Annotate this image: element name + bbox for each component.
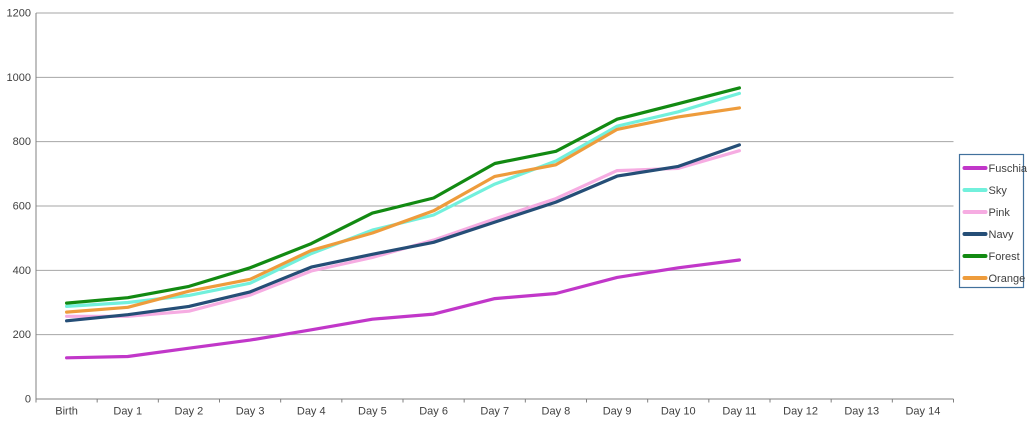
x-axis-label: Day 10 <box>661 406 696 418</box>
y-axis-label: 1200 <box>7 8 31 20</box>
y-axis-label: 800 <box>13 136 31 148</box>
y-axis-label: 0 <box>25 394 31 406</box>
x-axis-label: Day 4 <box>297 406 326 418</box>
x-axis-label: Day 8 <box>542 406 571 418</box>
x-axis-label: Day 7 <box>480 406 509 418</box>
x-axis-label: Day 14 <box>905 406 940 418</box>
x-axis-label: Day 13 <box>844 406 879 418</box>
legend-label-forest: Forest <box>989 251 1020 263</box>
y-axis-label: 600 <box>13 201 31 213</box>
x-axis-label: Day 2 <box>175 406 204 418</box>
x-axis-label: Day 6 <box>419 406 448 418</box>
x-axis-label: Day 9 <box>603 406 632 418</box>
legend-box <box>958 153 1025 289</box>
x-axis-label: Day 5 <box>358 406 387 418</box>
legend-label-orange: Orange <box>989 273 1026 285</box>
x-axis-label: Day 1 <box>113 406 142 418</box>
x-axis-label: Day 3 <box>236 406 265 418</box>
series-line-fuschia <box>64 258 742 360</box>
legend-label-fuschia: Fuschia <box>989 163 1028 175</box>
series-line-orange <box>64 106 742 314</box>
x-axis-label: Birth <box>55 406 78 418</box>
legend-label-pink: Pink <box>989 207 1011 219</box>
series-line-navy <box>64 143 742 323</box>
legend-label-navy: Navy <box>989 229 1015 241</box>
x-axis-label: Day 12 <box>783 406 818 418</box>
series-line-forest <box>64 86 742 305</box>
legend-label-sky: Sky <box>989 185 1008 197</box>
y-axis-label: 200 <box>13 329 31 341</box>
y-axis-label: 1000 <box>7 72 31 84</box>
y-axis-label: 400 <box>13 265 31 277</box>
x-axis-label: Day 11 <box>722 406 756 418</box>
